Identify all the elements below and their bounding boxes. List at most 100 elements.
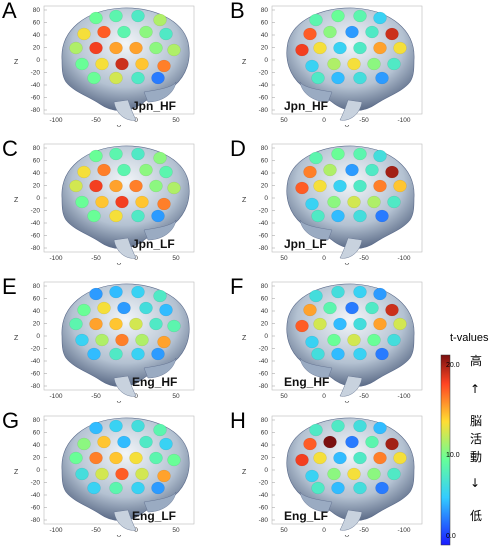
z-tick-label: -40 [31,220,41,227]
z-axis-label: Z [242,197,247,204]
z-tick-label: -20 [31,480,41,487]
electrode-dot [109,179,123,193]
electrode-dot [309,289,323,303]
electrode-dot [153,423,167,437]
electrode-dot [109,317,123,331]
cerebellum [299,219,333,241]
brain-stem [113,99,137,121]
z-tick-label: 40 [33,442,41,449]
electrode-dot [323,301,337,315]
electrode-dot [77,303,91,317]
y-axis-label: Y [345,535,350,537]
z-axis-label: Z [14,197,19,204]
brain-stem [113,237,137,259]
electrode-dot [115,467,129,481]
electrode-dot [323,25,337,39]
electrode-dot [149,317,163,331]
electrode-dot [367,333,381,347]
y-tick-label: 0 [134,527,138,534]
electrode-dot [89,451,103,465]
t-value-colorbar [415,330,495,550]
electrode-dot [365,163,379,177]
electrode-dot [331,347,345,361]
y-tick-label: 50 [280,117,288,124]
colorbar-gradient [440,354,451,546]
electrode-dot [353,209,367,223]
electrode-dot [139,435,153,449]
z-tick-label: 80 [33,283,41,290]
electrode-dot [385,437,399,451]
electrode-dot [109,9,123,23]
electrode-dot [323,163,337,177]
z-tick-label: 40 [261,32,269,39]
cerebellum [299,81,333,103]
z-tick-label: 0 [264,195,268,202]
electrode-dot [353,317,367,331]
z-tick-label: 0 [264,333,268,340]
z-tick-label: 40 [261,442,269,449]
label-high: 高 [470,354,483,368]
electrode-dot [365,435,379,449]
electrode-dot [373,149,387,163]
brain-panel-d: 80 60 40 20 0 -20 -40 -60 -80 Z 50 0 -50 -100 Y Jpn_LF D [230,136,442,265]
brain-panel-c: 80 60 40 20 0 -20 -40 -60 -80 Z -100 -50 0 50 Y Jpn_LF C [2,136,214,265]
electrode-dot [159,27,173,41]
label-activity: 活 [470,432,483,446]
y-tick-label: -50 [359,117,369,124]
electrode-dot [153,289,167,303]
z-tick-label: 80 [33,417,41,424]
brain-plot: 80 60 40 20 0 -20 -40 -60 -80 Z 50 0 -50 -100 Y Eng_LF [242,415,423,537]
electrode-dot [367,467,381,481]
z-tick-label: 20 [261,455,269,462]
label-motion: 動 [470,450,483,464]
electrode-dot [353,419,367,433]
y-tick-label: -50 [91,393,101,400]
electrode-dot [153,151,167,165]
z-axis-label: Z [14,469,19,476]
electrode-dot [385,27,399,41]
y-tick-label: -100 [49,527,62,534]
electrode-dot [311,71,325,85]
z-axis-label: Z [14,59,19,66]
electrode-dot [69,451,83,465]
y-tick-label: 0 [322,117,326,124]
panel-letter: G [2,408,20,433]
electrode-dot [375,481,389,495]
electrode-dot [305,335,319,349]
z-tick-label: 40 [33,170,41,177]
electrode-dot [151,209,165,223]
electrode-dot [151,481,165,495]
electrode-dot [311,347,325,361]
z-tick-label: -20 [31,70,41,77]
condition-label: Jpn_LF [132,237,175,251]
electrode-dot [303,165,317,179]
y-tick-label: -50 [91,117,101,124]
electrode-dot [77,165,91,179]
electrode-dot [131,285,145,299]
electrode-dot [305,197,319,211]
electrode-dot [131,347,145,361]
brain-plot: 80 60 40 20 0 -20 -40 -60 -80 Z 50 0 -50 -100 Y Jpn_LF [242,143,423,265]
electrode-dot [109,481,123,495]
y-axis-label: Y [117,263,122,265]
colorbar-title: t-values [450,332,489,344]
electrode-dot [89,421,103,435]
z-tick-label: 60 [261,158,269,165]
panel-letter: C [2,136,18,161]
brain-plot: 80 60 40 20 0 -20 -40 -60 -80 Z -100 -50 0 50 Y Jpn_HF [14,5,195,127]
electrode-dot [129,179,143,193]
electrode-dot [333,41,347,55]
electrode-dot [139,301,153,315]
y-tick-label: 0 [322,393,326,400]
z-tick-label: -80 [259,383,269,390]
z-tick-label: -60 [31,95,41,102]
electrode-dot [77,437,91,451]
electrode-dot [327,333,341,347]
electrode-dot [159,165,173,179]
electrode-dot [331,419,345,433]
y-tick-label: 0 [322,255,326,262]
electrode-dot [309,423,323,437]
panel-letter: D [230,136,246,161]
colorbar-graphic [440,354,451,546]
brain-plot: 80 60 40 20 0 -20 -40 -60 -80 Z 50 0 -50 -100 Y Eng_HF [242,281,423,403]
